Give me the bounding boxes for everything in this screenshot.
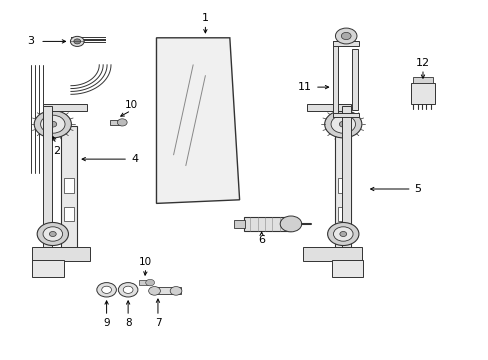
Bar — [43, 104, 87, 111]
Bar — [43, 106, 52, 250]
Bar — [64, 178, 74, 193]
Circle shape — [339, 231, 346, 237]
Circle shape — [341, 32, 350, 40]
Bar — [32, 247, 90, 261]
Bar — [337, 207, 347, 221]
Bar — [150, 287, 181, 294]
Circle shape — [324, 111, 361, 138]
Circle shape — [41, 115, 65, 133]
Text: 11: 11 — [297, 82, 311, 92]
Bar — [331, 260, 363, 277]
Bar — [332, 41, 338, 117]
Bar — [61, 126, 77, 250]
Circle shape — [170, 287, 182, 295]
Circle shape — [145, 279, 154, 286]
Text: 7: 7 — [154, 318, 161, 328]
Bar — [110, 120, 122, 125]
Circle shape — [49, 121, 57, 127]
Circle shape — [97, 283, 116, 297]
Circle shape — [49, 231, 56, 237]
Circle shape — [37, 222, 68, 246]
Bar — [64, 207, 74, 221]
Bar — [139, 280, 150, 285]
Bar — [32, 260, 63, 277]
Circle shape — [327, 222, 358, 246]
Bar — [233, 220, 245, 228]
Circle shape — [333, 227, 352, 241]
Bar — [306, 104, 350, 111]
Bar — [334, 126, 350, 250]
Bar — [342, 106, 350, 250]
Text: 10: 10 — [139, 257, 152, 267]
Circle shape — [330, 115, 355, 133]
Text: 8: 8 — [124, 318, 131, 328]
Circle shape — [102, 286, 111, 293]
Text: 10: 10 — [124, 100, 137, 110]
Bar — [412, 77, 432, 83]
Bar — [410, 83, 434, 104]
Bar — [332, 41, 359, 46]
Text: 12: 12 — [415, 58, 429, 68]
Circle shape — [148, 287, 160, 295]
Circle shape — [117, 119, 127, 126]
Circle shape — [43, 227, 62, 241]
Bar — [244, 217, 290, 231]
Bar — [332, 113, 359, 117]
Text: 3: 3 — [27, 36, 34, 46]
Text: 4: 4 — [131, 154, 138, 164]
Circle shape — [339, 121, 346, 127]
Text: 9: 9 — [103, 318, 110, 328]
Circle shape — [280, 216, 301, 232]
Circle shape — [123, 286, 133, 293]
Circle shape — [70, 36, 84, 46]
Circle shape — [34, 111, 71, 138]
Polygon shape — [156, 38, 239, 203]
Text: 5: 5 — [414, 184, 421, 194]
Circle shape — [118, 283, 138, 297]
Circle shape — [74, 39, 81, 44]
Bar — [337, 178, 347, 193]
Circle shape — [335, 28, 356, 44]
Text: 6: 6 — [258, 235, 264, 245]
Text: 2: 2 — [53, 146, 60, 156]
Bar — [303, 247, 361, 261]
Text: 1: 1 — [202, 13, 208, 23]
Bar — [351, 49, 357, 110]
